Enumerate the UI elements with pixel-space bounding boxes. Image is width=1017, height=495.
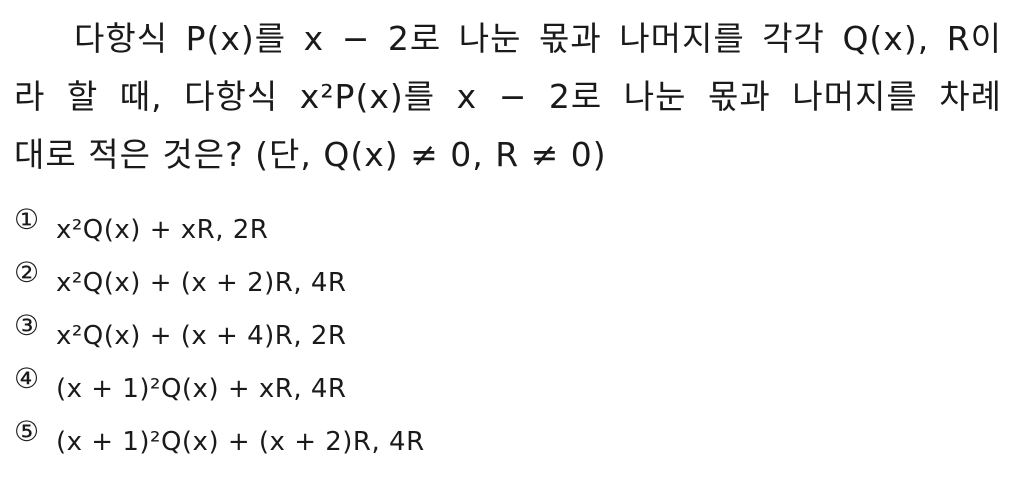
choice-text-1: x²Q(x) + xR, 2R <box>56 215 269 245</box>
question-line-1: 다항식 P(x)를 x − 2로 나눈 몫과 나머지를 각각 Q(x), R이 <box>74 19 1002 58</box>
question-text: 다항식 P(x)를 x − 2로 나눈 몫과 나머지를 각각 Q(x), R이 … <box>14 10 1004 184</box>
choice-5[interactable]: ⑤ (x + 1)²Q(x) + (x + 2)R, 4R <box>14 412 994 465</box>
question-line-2: 라 할 때, 다항식 x²P(x)를 x − 2로 나눈 몫과 나머지를 차례 <box>14 77 1002 116</box>
choice-marker-2: ② <box>14 256 40 289</box>
choice-marker-5: ⑤ <box>14 415 40 448</box>
answer-choices: ① x²Q(x) + xR, 2R ② x²Q(x) + (x + 2)R, 4… <box>14 200 994 465</box>
choice-text-4: (x + 1)²Q(x) + xR, 4R <box>56 374 347 404</box>
choice-4[interactable]: ④ (x + 1)²Q(x) + xR, 4R <box>14 359 994 412</box>
choice-text-2: x²Q(x) + (x + 2)R, 4R <box>56 268 347 298</box>
choice-text-3: x²Q(x) + (x + 4)R, 2R <box>56 321 347 351</box>
question-line-3: 대로 적은 것은? (단, Q(x) ≠ 0, R ≠ 0) <box>14 135 607 174</box>
choice-marker-3: ③ <box>14 309 40 342</box>
choice-3[interactable]: ③ x²Q(x) + (x + 4)R, 2R <box>14 306 994 359</box>
choice-marker-1: ① <box>14 203 40 236</box>
choice-marker-4: ④ <box>14 362 40 395</box>
choice-1[interactable]: ① x²Q(x) + xR, 2R <box>14 200 994 253</box>
choice-text-5: (x + 1)²Q(x) + (x + 2)R, 4R <box>56 427 425 457</box>
choice-2[interactable]: ② x²Q(x) + (x + 2)R, 4R <box>14 253 994 306</box>
